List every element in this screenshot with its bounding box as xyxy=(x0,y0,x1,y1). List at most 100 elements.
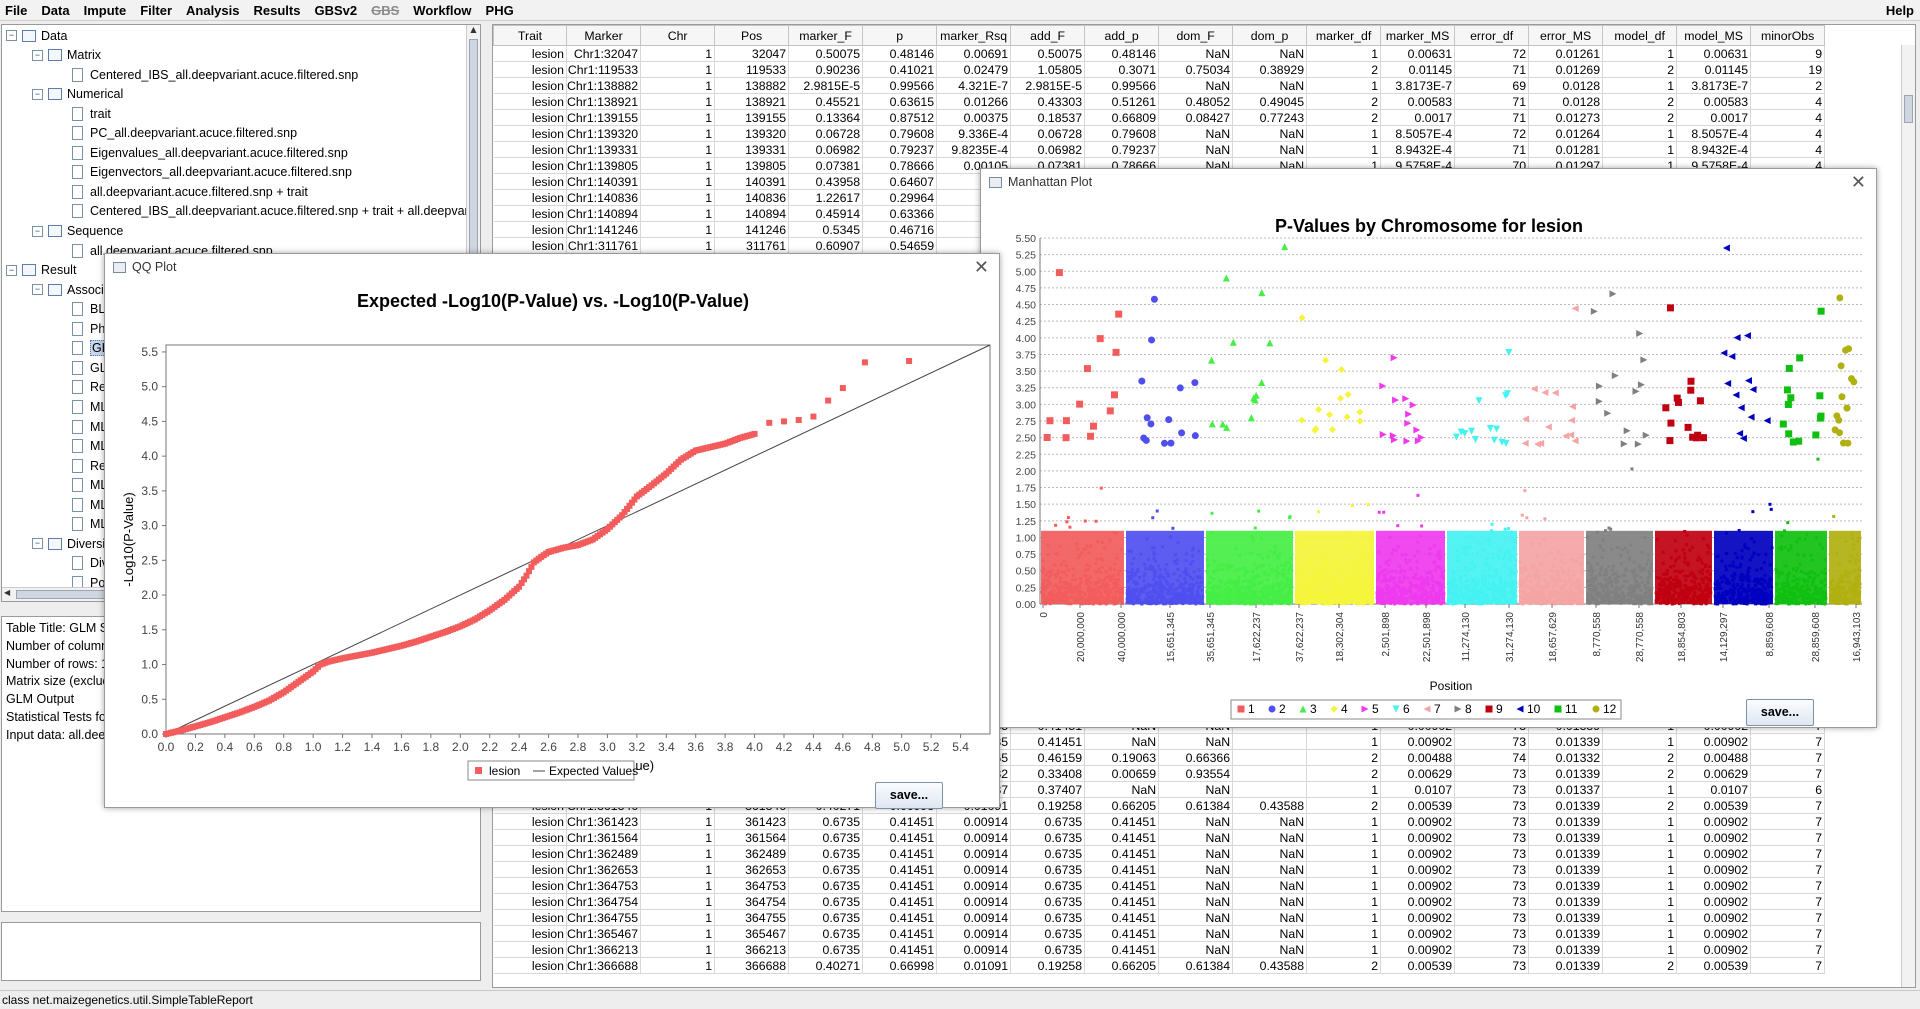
table-cell[interactable]: NaN xyxy=(1158,909,1234,926)
table-cell[interactable]: 0.0017 xyxy=(1676,109,1752,126)
table-cell[interactable]: lesion xyxy=(493,957,567,974)
table-cell[interactable]: Chr1:362653 xyxy=(566,861,642,878)
table-cell[interactable]: Chr1:365467 xyxy=(566,925,642,942)
menu-file[interactable]: File xyxy=(5,2,28,18)
table-cell[interactable]: 0.00691 xyxy=(936,45,1012,62)
table-cell[interactable]: 1 xyxy=(1602,45,1678,62)
table-cell[interactable]: NaN xyxy=(1158,829,1234,846)
table-cell[interactable]: 0.51261 xyxy=(1084,93,1160,110)
table-cell[interactable]: 7 xyxy=(1750,893,1826,910)
table-cell[interactable]: NaN xyxy=(1232,829,1308,846)
table-cell[interactable] xyxy=(1232,749,1308,766)
table-cell[interactable]: 1 xyxy=(640,125,716,142)
table-cell[interactable]: 0.06728 xyxy=(1010,125,1086,142)
table-cell[interactable]: 1 xyxy=(1306,141,1382,158)
table-cell[interactable]: Chr1:32047 xyxy=(566,45,642,62)
table-cell[interactable]: 2.9815E-5 xyxy=(1010,77,1086,94)
table-cell[interactable]: 0.00629 xyxy=(1676,765,1752,782)
table-cell[interactable]: 0.41451 xyxy=(862,941,938,958)
tree-collapse-toggle-icon[interactable]: − xyxy=(32,538,43,550)
table-cell[interactable]: 0.41451 xyxy=(1010,733,1086,750)
table-cell[interactable]: 1 xyxy=(1306,733,1382,750)
table-cell[interactable]: 0.00914 xyxy=(936,925,1012,942)
table-cell[interactable]: 0.60907 xyxy=(788,237,864,254)
table-cell[interactable]: 0.00902 xyxy=(1676,925,1752,942)
menu-help[interactable]: Help xyxy=(1885,3,1914,18)
table-cell[interactable]: 72 xyxy=(1454,125,1530,142)
table-cell[interactable]: 364755 xyxy=(714,909,790,926)
table-cell[interactable]: 7 xyxy=(1750,765,1826,782)
table-cell[interactable]: 0.01339 xyxy=(1528,957,1604,974)
table-cell[interactable]: 0.6735 xyxy=(1010,925,1086,942)
table-cell[interactable]: 0.6735 xyxy=(788,941,864,958)
table-row[interactable]: lesion Chr1:138921 1 138921 0.45521 0.63615 0.… xyxy=(493,93,1826,110)
table-cell[interactable]: 1 xyxy=(1306,813,1382,830)
table-cell[interactable]: Chr1:361423 xyxy=(566,813,642,830)
table-cell[interactable]: 0.66809 xyxy=(1084,109,1160,126)
table-cell[interactable]: 7 xyxy=(1750,829,1826,846)
table-cell[interactable]: lesion xyxy=(493,125,567,142)
table-cell[interactable]: 0.50075 xyxy=(1010,45,1086,62)
table-cell[interactable]: 0.01145 xyxy=(1380,61,1456,78)
table-cell[interactable]: 362489 xyxy=(714,845,790,862)
table-cell[interactable]: 2 xyxy=(1306,109,1382,126)
table-cell[interactable]: 141246 xyxy=(714,221,790,238)
table-cell[interactable]: 1 xyxy=(640,829,716,846)
table-cell[interactable]: 0.01281 xyxy=(1528,141,1604,158)
table-cell[interactable]: 0.37407 xyxy=(1010,781,1086,798)
table-cell[interactable]: NaN xyxy=(1232,141,1308,158)
table-cell[interactable]: lesion xyxy=(493,189,567,206)
table-cell[interactable]: NaN xyxy=(1158,877,1234,894)
table-cell[interactable]: Chr1:364755 xyxy=(566,909,642,926)
table-cell[interactable]: 0.01337 xyxy=(1528,781,1604,798)
table-cell[interactable]: 0.6735 xyxy=(788,861,864,878)
table-cell[interactable]: 139805 xyxy=(714,157,790,174)
table-cell[interactable]: 1 xyxy=(640,909,716,926)
table-cell[interactable]: 2 xyxy=(1602,765,1678,782)
table-cell[interactable]: 2.9815E-5 xyxy=(788,77,864,94)
table-cell[interactable]: NaN xyxy=(1232,845,1308,862)
menu-phg[interactable]: PHG xyxy=(485,2,514,18)
table-row[interactable]: lesion Chr1:138882 1 138882 2.9815E-5 0.99566… xyxy=(493,77,1826,94)
table-cell[interactable]: 364754 xyxy=(714,893,790,910)
table-cell[interactable]: 1 xyxy=(640,877,716,894)
tree-item-result[interactable]: − Result xyxy=(6,261,76,280)
table-cell[interactable]: 365467 xyxy=(714,925,790,942)
table-row[interactable]: lesion Chr1:364754 1 364754 0.6735 0.41451 0.0… xyxy=(493,893,1826,910)
table-cell[interactable]: 1 xyxy=(1306,845,1382,862)
table-cell[interactable]: 1 xyxy=(1602,829,1678,846)
tree-item-sequence[interactable]: − Sequence xyxy=(32,222,123,241)
table-cell[interactable]: Chr1:139320 xyxy=(566,125,642,142)
table-cell[interactable]: 0.00902 xyxy=(1676,813,1752,830)
table-cell[interactable]: 0.01145 xyxy=(1676,61,1752,78)
table-row[interactable]: lesion Chr1:362653 1 362653 0.6735 0.41451 0.0… xyxy=(493,861,1826,878)
table-cell[interactable]: 9 xyxy=(1750,45,1826,62)
table-cell[interactable]: 0.01264 xyxy=(1528,125,1604,142)
table-cell[interactable]: Chr1:119533 xyxy=(566,61,642,78)
table-cell[interactable]: NaN xyxy=(1158,45,1234,62)
table-cell[interactable]: 7 xyxy=(1750,749,1826,766)
table-cell[interactable]: 140894 xyxy=(714,205,790,222)
table-cell[interactable]: 0.00902 xyxy=(1380,813,1456,830)
table-cell[interactable]: 0.79237 xyxy=(862,141,938,158)
table-cell[interactable]: 0.50075 xyxy=(788,45,864,62)
table-cell[interactable]: 0.38929 xyxy=(1232,61,1308,78)
column-header-p[interactable]: p xyxy=(862,25,938,46)
table-cell[interactable]: 0.01339 xyxy=(1528,877,1604,894)
table-cell[interactable]: 0.49045 xyxy=(1232,93,1308,110)
table-cell[interactable]: NaN xyxy=(1232,925,1308,942)
table-cell[interactable]: 0.00631 xyxy=(1380,45,1456,62)
table-cell[interactable]: lesion xyxy=(493,93,567,110)
table-cell[interactable]: NaN xyxy=(1158,925,1234,942)
table-cell[interactable]: 0.00902 xyxy=(1380,925,1456,942)
table-cell[interactable]: 1 xyxy=(1602,141,1678,158)
table-cell[interactable]: 0.00902 xyxy=(1676,829,1752,846)
table-cell[interactable]: 0.01339 xyxy=(1528,845,1604,862)
table-cell[interactable]: 1 xyxy=(1306,125,1382,142)
table-cell[interactable]: 0.41451 xyxy=(862,829,938,846)
table-cell[interactable]: 0.00539 xyxy=(1380,957,1456,974)
table-cell[interactable]: 0.19258 xyxy=(1010,957,1086,974)
table-cell[interactable]: NaN xyxy=(1158,845,1234,862)
table-cell[interactable]: 1 xyxy=(1602,893,1678,910)
manhattan-title-bar[interactable]: Manhattan Plot ✕ xyxy=(981,169,1876,195)
